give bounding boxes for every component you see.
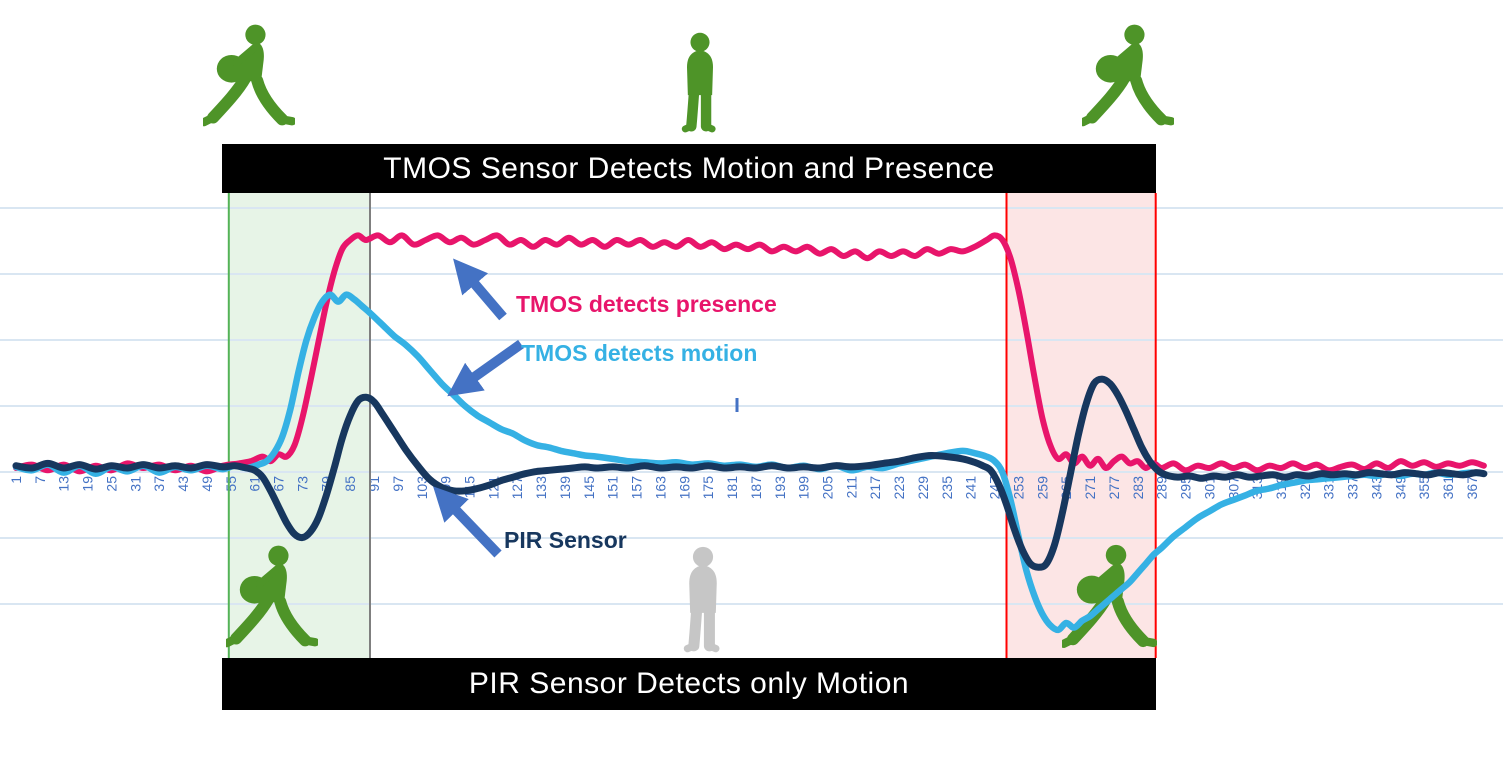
presence-curve-label: TMOS detects presence: [516, 291, 777, 317]
x-tick-label: 181: [724, 476, 740, 500]
x-tick-label: 7: [32, 476, 48, 484]
top-banner-title: TMOS Sensor Detects Motion and Presence: [222, 144, 1156, 193]
x-tick-label: 19: [80, 476, 96, 492]
series-tmos-presence: [13, 232, 1487, 475]
x-tick-label: 1: [8, 476, 24, 484]
x-tick-label: 193: [772, 476, 788, 500]
motion-curve-label: TMOS detects motion: [521, 340, 758, 366]
presence-arrow-icon: [453, 258, 507, 321]
x-tick-label: 163: [652, 476, 668, 500]
x-tick-label: 187: [748, 476, 764, 500]
x-tick-label: 139: [557, 476, 573, 500]
x-tick-label: 235: [939, 476, 955, 500]
x-tick-label: 223: [891, 476, 907, 500]
pir-arrow-icon: [433, 486, 502, 558]
x-tick-label: 73: [294, 476, 310, 492]
x-tick-label: 337: [1345, 476, 1361, 500]
series-pir: [12, 375, 1488, 571]
x-tick-label: 199: [796, 476, 812, 500]
x-tick-label: 229: [915, 476, 931, 500]
x-tick-label: 217: [867, 476, 883, 500]
x-tick-label: 97: [390, 476, 406, 492]
x-tick-label: 367: [1464, 476, 1480, 500]
x-tick-label: 241: [963, 476, 979, 500]
x-tick-label: 361: [1440, 476, 1456, 500]
x-tick-label: 133: [533, 476, 549, 500]
x-tick-label: 289: [1154, 476, 1170, 500]
x-tick-label: 85: [342, 476, 358, 492]
x-tick-label: 37: [151, 476, 167, 492]
x-tick-label: 307: [1225, 476, 1241, 500]
x-tick-label: 61: [247, 476, 263, 492]
x-tick-label: 145: [581, 476, 597, 500]
motion-arrow-icon: [447, 339, 524, 397]
x-tick-label: 151: [605, 476, 621, 500]
x-tick-label: 205: [820, 476, 836, 500]
x-tick-label: 127: [509, 476, 525, 500]
x-tick-label: 211: [843, 476, 859, 499]
x-tick-label: 43: [175, 476, 191, 492]
x-tick-label: 349: [1392, 476, 1408, 500]
x-tick-label: 343: [1369, 476, 1385, 500]
x-tick-label: 259: [1034, 476, 1050, 500]
x-tick-label: 31: [127, 476, 143, 492]
x-tick-label: 301: [1201, 476, 1217, 500]
x-tick-label: 283: [1130, 476, 1146, 500]
x-tick-label: 13: [56, 476, 72, 492]
x-tick-label: 295: [1178, 476, 1194, 500]
x-tick-label: 277: [1106, 476, 1122, 500]
chart-series: [12, 232, 1488, 634]
x-tick-label: 271: [1082, 476, 1098, 500]
x-tick-label: 169: [676, 476, 692, 500]
x-tick-label: 25: [104, 476, 120, 492]
x-tick-label: 55: [223, 476, 239, 492]
x-tick-label: 67: [271, 476, 287, 492]
x-tick-label: 103: [414, 476, 430, 500]
x-tick-label: 253: [1011, 476, 1027, 500]
bottom-banner-title: PIR Sensor Detects only Motion: [222, 658, 1156, 710]
x-tick-label: 175: [700, 476, 716, 500]
x-tick-label: 157: [629, 476, 645, 500]
x-tick-label: 49: [199, 476, 215, 492]
x-tick-label: 355: [1416, 476, 1432, 500]
pir-curve-label: PIR Sensor: [504, 527, 627, 553]
